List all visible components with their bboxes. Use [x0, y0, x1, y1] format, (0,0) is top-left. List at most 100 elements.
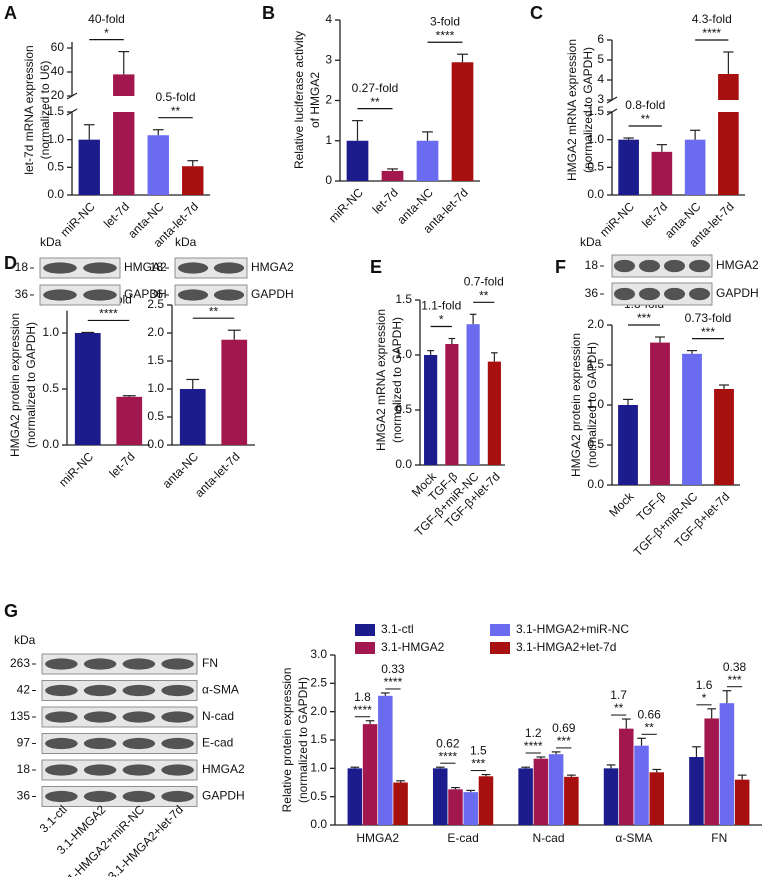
blot-band	[689, 259, 710, 273]
bar	[451, 62, 474, 182]
blot-band	[83, 790, 117, 803]
blot-band	[614, 287, 635, 301]
panel-letter: E	[370, 257, 382, 277]
panel-letter: C	[530, 3, 543, 23]
blot-marker: 18	[17, 762, 31, 776]
significance-stars: ***	[637, 311, 651, 325]
y-axis-label: HMGA2 mRNA expression	[565, 39, 579, 181]
y-tick-label: 0.0	[587, 477, 604, 491]
blot-band	[43, 262, 77, 274]
y-tick-label: 1.0	[587, 397, 604, 411]
significance-stars: **	[171, 104, 181, 118]
blot-band	[83, 684, 117, 697]
fold-label: 0.66	[637, 707, 661, 721]
bar	[478, 776, 494, 825]
y-axis-label: Relative protein expression	[280, 668, 294, 813]
fold-label: 1.7	[610, 688, 627, 702]
blot-unit: kDa	[175, 235, 197, 249]
legend-label: 3.1-HMGA2+let-7d	[516, 640, 616, 654]
y-tick-label: 60	[51, 40, 65, 54]
significance-stars: *	[702, 691, 707, 705]
blot-marker: 36	[17, 789, 31, 803]
bar	[649, 772, 665, 825]
fold-label: 0.8-fold	[625, 98, 665, 112]
y-tick-label: 0.0	[147, 437, 164, 451]
y-tick-label: 0.5	[147, 409, 164, 423]
y-tick-label: 1.0	[587, 132, 604, 146]
legend-swatch	[355, 624, 375, 636]
blot-band	[122, 764, 156, 776]
blot-band	[177, 262, 209, 274]
blot-band	[122, 790, 156, 803]
y-tick-label: 0.5	[395, 402, 412, 416]
fold-label: 0.5-fold	[155, 90, 195, 104]
y-tick-label: 6	[597, 32, 604, 46]
blot-band	[45, 711, 78, 723]
blot-label: HMGA2	[124, 260, 167, 274]
legend-swatch	[490, 624, 510, 636]
y-axis-label: let-7d mRNA expression	[22, 45, 36, 174]
bar	[432, 768, 448, 825]
blot-band	[83, 262, 117, 274]
blot-band	[83, 711, 117, 723]
y-tick-label: 1.0	[42, 325, 59, 339]
bar	[113, 74, 135, 96]
x-tick-label: let-7d	[639, 199, 670, 230]
legend-label: 3.1-HMGA2+miR-NC	[516, 622, 629, 636]
fold-label: 4.3-fold	[692, 12, 732, 26]
blot-label: GAPDH	[124, 287, 167, 301]
blot-band	[83, 658, 117, 670]
significance-stars: **	[370, 95, 380, 109]
significance-stars: ****	[99, 307, 118, 321]
blot-band	[664, 259, 685, 273]
legend-label: 3.1-ctl	[381, 622, 414, 636]
y-axis-label: (normalized to GAPDH)	[390, 317, 404, 443]
bar	[445, 344, 459, 465]
blot-band	[161, 790, 194, 803]
blot-band	[161, 711, 194, 723]
bar	[618, 139, 639, 195]
bar	[564, 776, 579, 825]
blot-band	[213, 262, 245, 274]
y-tick-label: 2.0	[310, 704, 327, 718]
y-tick-label: 5	[597, 52, 604, 66]
fold-label: 0.38	[723, 660, 747, 674]
x-tick-label: let-7d	[106, 449, 137, 480]
significance-stars: ***	[471, 757, 485, 771]
y-tick-label: 3	[325, 52, 332, 66]
y-tick-label: 1.0	[147, 381, 164, 395]
significance-stars: *	[104, 26, 109, 40]
blot-band	[639, 259, 660, 273]
x-tick-label: anta-let-7d	[192, 449, 242, 499]
fold-label: 0.33	[381, 662, 405, 676]
blot-label: N-cad	[202, 709, 234, 723]
blot-band	[639, 287, 660, 301]
y-tick-label: 1.5	[587, 104, 604, 118]
x-tick-label: let-7d	[101, 199, 132, 230]
fold-label: 40-fold	[88, 12, 125, 26]
bar	[182, 166, 204, 195]
bar	[466, 324, 480, 465]
blot-label: GAPDH	[251, 287, 294, 301]
significance-stars: ***	[557, 734, 571, 748]
fold-label: 1.5	[470, 744, 487, 758]
y-tick-label: 3	[597, 92, 604, 106]
y-tick-label: 2.0	[147, 325, 164, 339]
y-axis-label: (normalized to GAPDH)	[581, 47, 595, 173]
y-tick-label: 1	[325, 133, 332, 147]
legend-label: 3.1-HMGA2	[381, 640, 445, 654]
y-tick-label: 0.0	[310, 817, 327, 831]
blot-strip	[41, 680, 198, 701]
fold-label: 1.8	[354, 690, 371, 704]
x-tick-label: N-cad	[532, 831, 564, 845]
legend-swatch	[490, 642, 510, 654]
bar	[74, 333, 101, 445]
blot-band	[664, 287, 685, 301]
y-tick-label: 1.5	[47, 104, 64, 118]
y-tick-label: 0.5	[310, 789, 327, 803]
significance-stars: **	[479, 288, 489, 302]
legend-swatch	[355, 642, 375, 654]
x-tick-label: Mock	[606, 489, 637, 520]
y-tick-label: 0.5	[47, 160, 64, 174]
